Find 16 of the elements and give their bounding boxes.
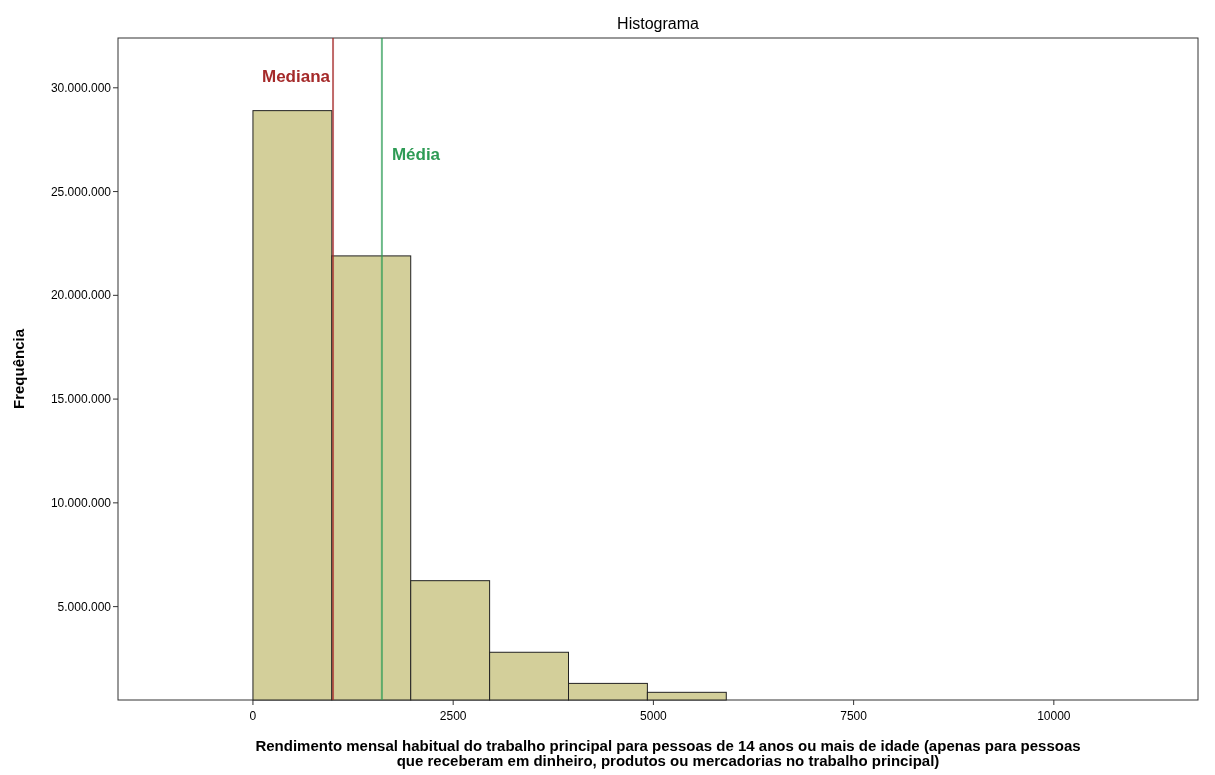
y-axis-title: Frequência (10, 328, 27, 410)
x-tick-label: 0 (249, 709, 257, 723)
x-tick-label: 2500 (439, 709, 467, 723)
x-tick-label: 10000 (1037, 709, 1071, 723)
y-tick-label: 5.000.000 (57, 599, 112, 614)
y-tick-label: 15.000.000 (50, 392, 112, 407)
x-tick-label: 7500 (840, 709, 868, 723)
x-axis-title: Rendimento mensal habitual do trabalho principal para pessoas de 14 anos ou mais de idade (apenas para pessoas que receberam em dinheiro, produtos ou mercadorias no trabalho principal) (255, 737, 1081, 769)
y-tick-label: 20.000.000 (50, 288, 112, 303)
y-tick-label: 30.000.000 (50, 80, 112, 95)
ref-line-label: Mediana (262, 67, 331, 86)
x-tick-label: 5000 (640, 709, 668, 723)
ref-line-label: Média (391, 145, 441, 164)
chart-title: Histograma (617, 15, 699, 32)
y-tick-label: 10.000.000 (50, 495, 112, 510)
y-tick-label: 25.000.000 (50, 184, 112, 199)
